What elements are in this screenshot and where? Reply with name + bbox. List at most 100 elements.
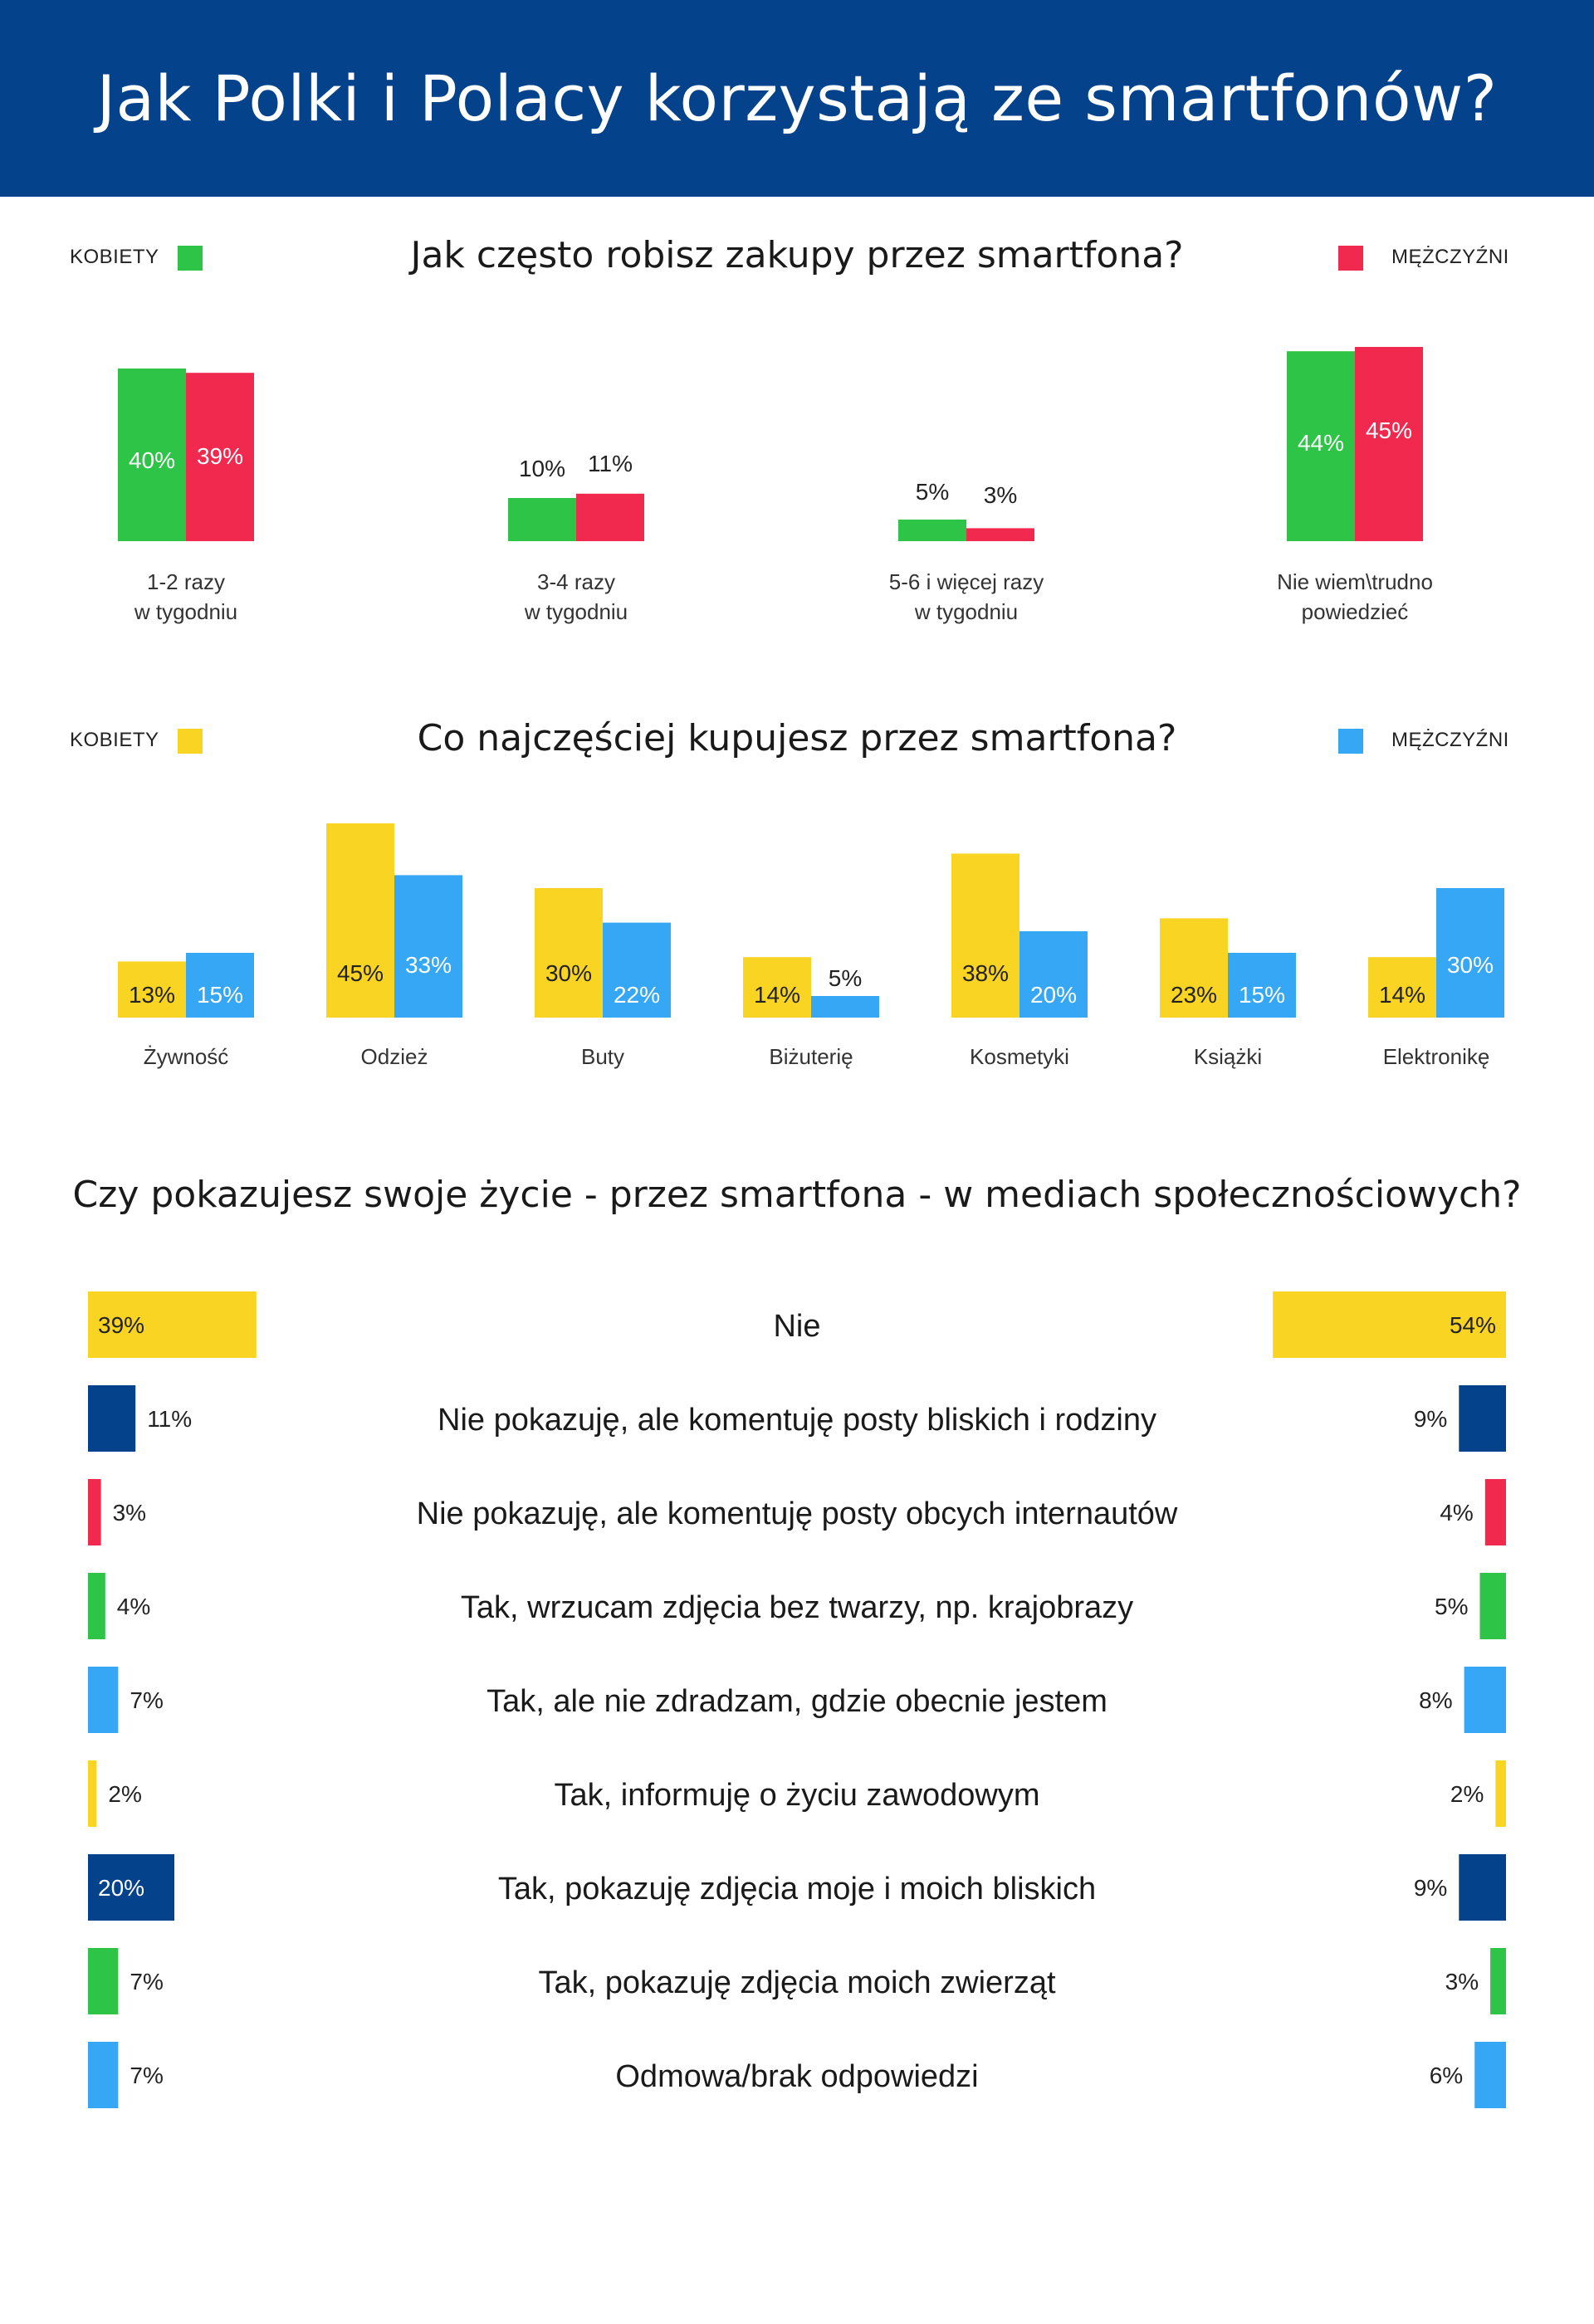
data-label-left-2: 3% <box>113 1500 146 1526</box>
category-label-1-1: w tygodniu <box>524 599 628 624</box>
bar-left-3 <box>88 1573 105 1639</box>
data-label-left-3: 4% <box>117 1594 150 1619</box>
data-label-women-6: 14% <box>1379 982 1425 1008</box>
bar-men-2 <box>603 922 671 1018</box>
data-label-women-1: 45% <box>337 960 384 986</box>
category-label-6: Elektronikę <box>1383 1044 1490 1069</box>
data-label-left-6: 20% <box>98 1875 144 1901</box>
bar-left-0 <box>88 1291 257 1358</box>
data-label-women-2: 5% <box>916 479 949 505</box>
header-banner: Jak Polki i Polacy korzystają ze smartfo… <box>0 0 1594 197</box>
bar-left-7 <box>88 1948 119 2014</box>
category-label-4: Kosmetyki <box>970 1044 1069 1069</box>
bar-men-5 <box>1228 953 1296 1018</box>
data-label-right-5: 2% <box>1450 1781 1484 1807</box>
bar-women-3 <box>743 957 811 1018</box>
chart-social-media: 39% 54% Nie 11% 9% Nie pokazuję, ale komentuj… <box>88 1291 1506 2108</box>
category-label-0: Żywność <box>144 1044 229 1069</box>
data-label-right-4: 8% <box>1419 1687 1452 1713</box>
data-label-right-0: 54% <box>1450 1312 1496 1338</box>
data-label-women-0: 40% <box>129 447 175 473</box>
data-label-left-7: 7% <box>130 1969 163 1994</box>
bar-women-0 <box>118 369 186 541</box>
data-label-men-0: 39% <box>197 443 243 469</box>
row-label-7: Tak, pokazuję zdjęcia moich zwierząt <box>538 1965 1055 2000</box>
legend-women-label-2: KOBIETY <box>70 729 159 751</box>
bar-women-6 <box>1368 957 1436 1018</box>
data-label-men-0: 15% <box>197 982 243 1008</box>
bar-men-6 <box>1436 888 1504 1018</box>
category-label-3-1: powiedzieć <box>1302 599 1409 624</box>
bar-men-4 <box>1019 931 1088 1018</box>
data-label-left-0: 39% <box>98 1312 144 1338</box>
section2-title: Co najczęściej kupujesz przez smartfona? <box>417 717 1177 759</box>
category-label-0-0: 1-2 razy <box>147 569 225 594</box>
legend-men-label-2: MĘŻCZYŹNI <box>1391 729 1509 751</box>
data-label-left-5: 2% <box>108 1781 141 1807</box>
row-label-0: Nie <box>773 1309 820 1344</box>
chart-purchase-categories: 13% 15% Żywność 45% 33% Odzież 30% 22% Buty 14% 5%… <box>118 823 1504 1069</box>
bar-left-8 <box>88 2042 119 2108</box>
data-label-women-1: 10% <box>519 456 565 481</box>
row-label-1: Nie pokazuję, ale komentuję posty bliski… <box>438 1403 1156 1438</box>
category-label-2-1: w tygodniu <box>914 599 1018 624</box>
data-label-men-3: 5% <box>829 965 862 991</box>
bar-women-3 <box>1287 351 1355 541</box>
category-label-1-0: 3-4 razy <box>537 569 615 594</box>
data-label-men-2: 22% <box>614 982 660 1008</box>
bar-right-5 <box>1495 1760 1506 1827</box>
bar-men-0 <box>186 373 254 541</box>
section1-title: Jak często robisz zakupy przez smartfona… <box>410 234 1184 276</box>
bar-right-8 <box>1474 2042 1506 2108</box>
data-label-men-6: 30% <box>1447 952 1494 978</box>
category-label-2: Buty <box>581 1044 624 1069</box>
bar-men-0 <box>186 953 254 1018</box>
page-title: Jak Polki i Polacy korzystają ze smartfo… <box>96 61 1498 135</box>
legend-women-label: KOBIETY <box>70 246 159 268</box>
bar-left-5 <box>88 1760 97 1827</box>
bar-women-2 <box>535 888 603 1018</box>
data-label-right-2: 4% <box>1440 1500 1473 1526</box>
bar-left-2 <box>88 1479 101 1545</box>
bar-women-1 <box>326 823 394 1018</box>
category-label-2-0: 5-6 i więcej razy <box>889 569 1044 594</box>
data-label-men-4: 20% <box>1030 982 1077 1008</box>
bar-women-5 <box>1160 918 1228 1018</box>
legend-men-swatch-2 <box>1338 729 1363 754</box>
bar-men-1 <box>576 493 644 541</box>
bar-right-2 <box>1484 1479 1506 1545</box>
bar-men-3 <box>811 996 879 1018</box>
bar-left-6 <box>88 1854 174 1921</box>
data-label-right-7: 3% <box>1445 1969 1479 1994</box>
bar-women-4 <box>951 853 1019 1018</box>
category-label-1: Odzież <box>361 1044 428 1069</box>
bar-women-0 <box>118 961 186 1018</box>
legend-women-swatch <box>178 246 203 271</box>
data-label-women-4: 38% <box>962 960 1009 986</box>
data-label-men-1: 11% <box>588 451 633 476</box>
category-label-3-0: Nie wiem\trudno <box>1277 569 1433 594</box>
bar-men-1 <box>394 875 462 1018</box>
legend-men-swatch <box>1338 246 1363 271</box>
bar-women-1 <box>508 498 576 541</box>
data-label-men-2: 3% <box>984 482 1017 508</box>
bar-right-3 <box>1479 1573 1506 1639</box>
data-label-left-4: 7% <box>130 1687 163 1713</box>
bar-men-2 <box>966 528 1034 541</box>
bar-right-0 <box>1273 1291 1506 1358</box>
data-label-right-3: 5% <box>1435 1594 1468 1619</box>
data-label-men-3: 45% <box>1366 417 1412 443</box>
data-label-men-5: 15% <box>1239 982 1285 1008</box>
data-label-women-3: 44% <box>1298 430 1344 456</box>
data-label-women-3: 14% <box>754 982 800 1008</box>
bar-right-4 <box>1464 1667 1506 1733</box>
category-label-3: Biżuterię <box>769 1044 853 1069</box>
legend-men-label: MĘŻCZYŹNI <box>1391 246 1509 268</box>
bar-left-4 <box>88 1667 119 1733</box>
row-label-8: Odmowa/brak odpowiedzi <box>615 2059 978 2094</box>
bar-right-7 <box>1490 1948 1506 2014</box>
legend-women-swatch-2 <box>178 729 203 754</box>
category-label-0-1: w tygodniu <box>134 599 237 624</box>
data-label-women-5: 23% <box>1171 982 1217 1008</box>
data-label-women-2: 30% <box>545 960 592 986</box>
